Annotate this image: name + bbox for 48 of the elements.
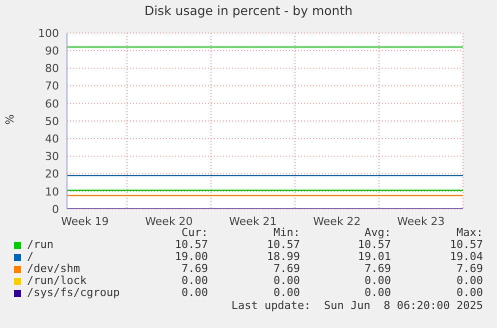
text: 0.00: [364, 286, 391, 299]
y-tick-label: 40: [45, 132, 59, 146]
text: Avg:: [364, 226, 391, 239]
x-tick-label: Week 19: [61, 214, 109, 228]
y-tick-label: 100: [38, 26, 59, 40]
text: Cur:: [180, 226, 208, 239]
legend-label: /sys/fs/cgroup: [27, 286, 120, 299]
y-tick-label: 50: [45, 114, 59, 128]
y-tick-label: 10: [45, 185, 59, 198]
text: Last update: Sun Jun 8 06:20:00 2025: [230, 299, 483, 312]
text: Max:: [456, 226, 483, 239]
legend-label: /dev/shm: [27, 262, 80, 275]
y-tick-label: 60: [45, 97, 59, 110]
text: 19.04: [448, 250, 483, 263]
text: Min:: [272, 226, 300, 239]
chart-title: Disk usage in percent - by month: [143, 3, 354, 18]
text: 18.99: [266, 250, 300, 263]
text: 7.69: [364, 262, 391, 275]
x-tick-label: Week 22: [313, 214, 361, 228]
text: 10.57: [448, 238, 483, 251]
text: 7.69: [456, 262, 483, 275]
text: 0.00: [180, 274, 208, 287]
text: 0.00: [456, 274, 483, 287]
text: 7.69: [180, 262, 208, 275]
y-tick-label: 30: [45, 150, 59, 164]
legend-label: /run: [27, 238, 54, 251]
legend-label: /: [27, 250, 34, 263]
text: 10.57: [356, 238, 391, 251]
text: 0.00: [272, 286, 300, 299]
y-axis-title: %: [4, 113, 16, 126]
text: 0.00: [180, 286, 208, 299]
y-tick-label: 80: [45, 62, 59, 76]
x-tick-label: Week 23: [397, 214, 445, 228]
text: 10.57: [266, 238, 300, 251]
text: 0.00: [364, 274, 391, 287]
legend-label: /run/lock: [27, 274, 87, 287]
text: 7.69: [272, 262, 300, 275]
text: 0.00: [272, 274, 300, 287]
text: 10.57: [174, 238, 208, 251]
y-tick-label: 70: [45, 80, 59, 93]
x-tick-label: Week 20: [145, 214, 193, 228]
text: 0.00: [456, 286, 483, 299]
x-tick-label: Week 21: [229, 214, 277, 228]
text: 19.00: [174, 250, 208, 263]
y-tick-label: 0: [52, 202, 59, 216]
text: 19.01: [356, 250, 391, 263]
y-tick-label: 20: [45, 168, 59, 181]
y-tick-label: 90: [45, 44, 59, 58]
